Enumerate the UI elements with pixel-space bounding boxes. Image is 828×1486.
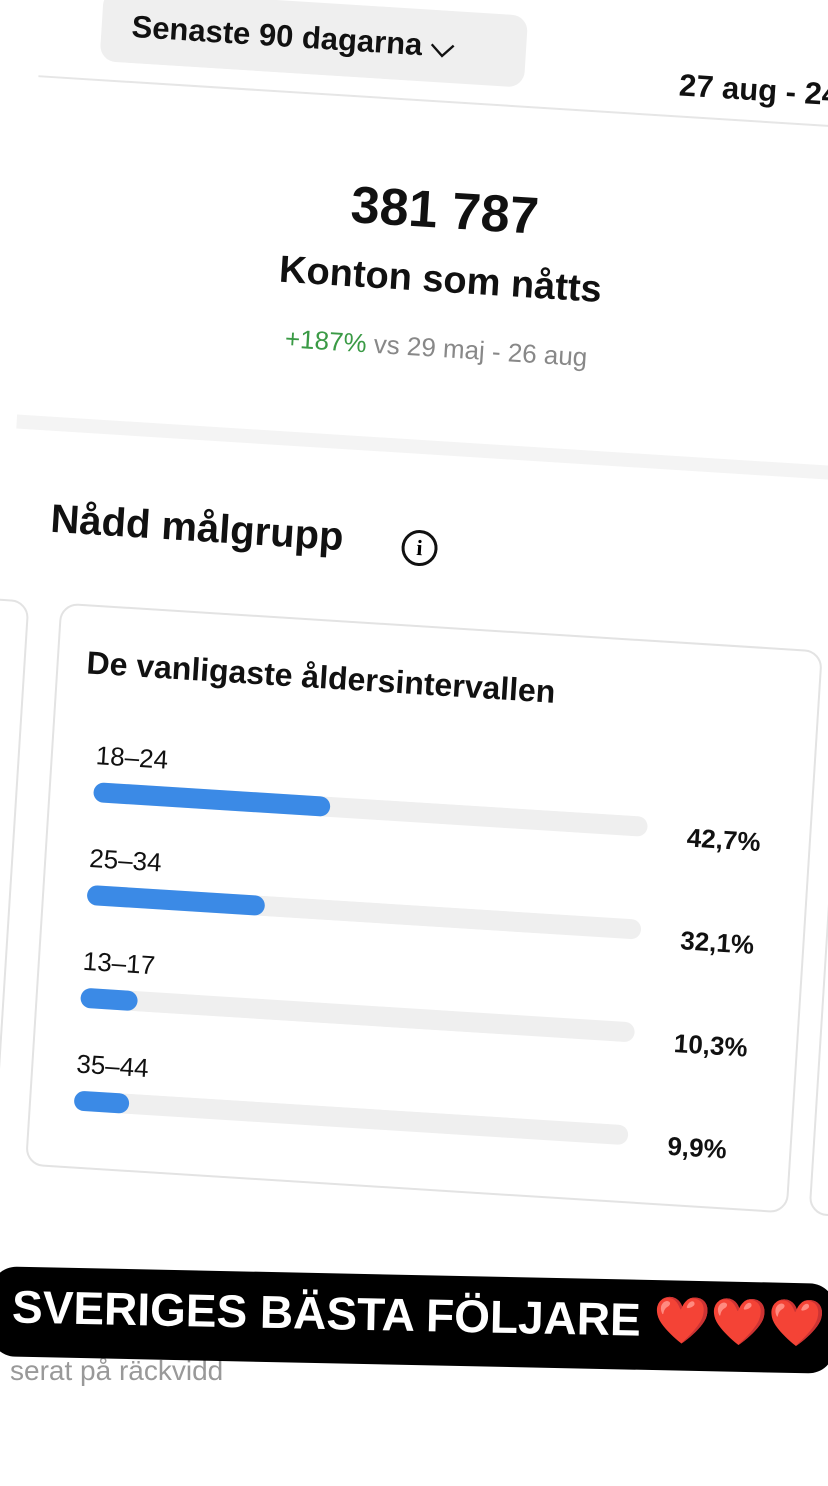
bar (73, 1090, 130, 1114)
category-label: 13–17 (82, 945, 157, 981)
category-label: 25–34 (88, 842, 163, 878)
value-label: 9,9% (666, 1130, 728, 1165)
value-label: 42,7% (685, 822, 762, 858)
date-range: 27 aug - 24 (678, 67, 828, 113)
value-label: 32,1% (679, 925, 755, 960)
bar (80, 987, 139, 1012)
comparison: +187% vs 29 maj - 26 aug (22, 307, 828, 390)
comparison-text: vs 29 maj - 26 aug (372, 328, 589, 373)
section-gap (16, 414, 828, 486)
card-prev (0, 596, 30, 1164)
change: +187% (284, 323, 368, 359)
info-icon[interactable]: i (400, 528, 439, 568)
category-label: 35–44 (75, 1048, 150, 1084)
category-label: 18–24 (94, 740, 170, 775)
section-title: Nådd målgrupp (49, 496, 345, 560)
value-label: 10,3% (673, 1028, 749, 1063)
